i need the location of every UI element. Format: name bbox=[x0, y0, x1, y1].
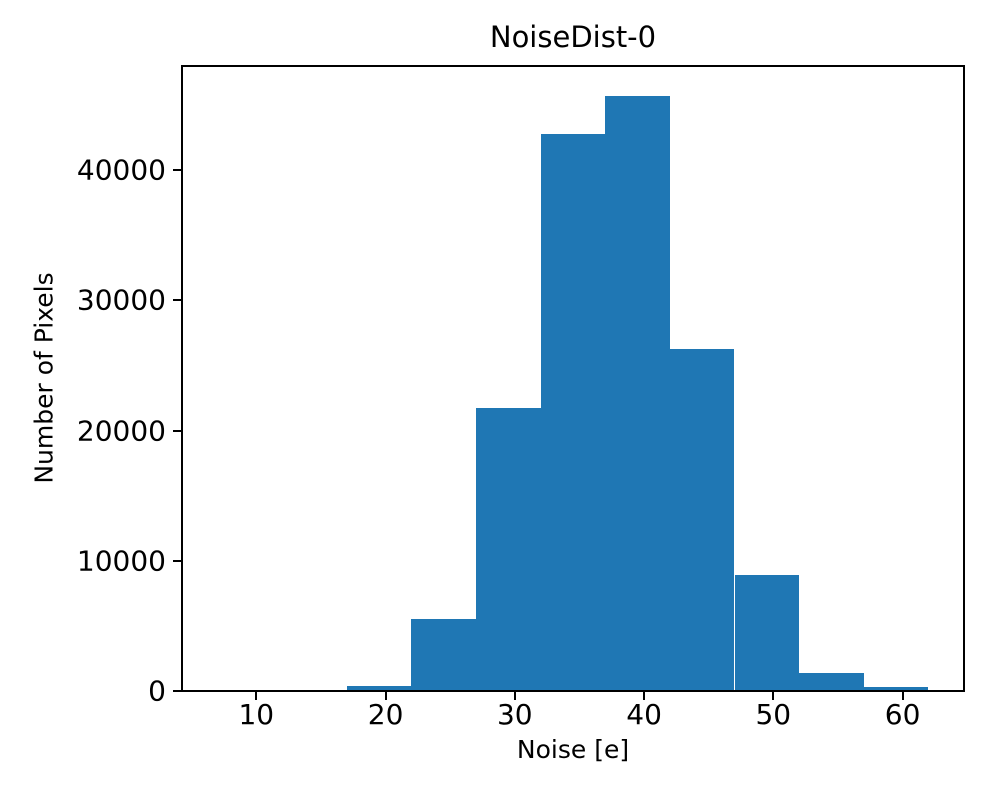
histogram-bar bbox=[799, 672, 864, 691]
y-axis-tick-mark bbox=[173, 559, 182, 562]
x-axis-tick-mark bbox=[513, 691, 516, 700]
y-axis-tick-mark bbox=[173, 429, 182, 432]
x-axis-tick-label: 10 bbox=[238, 698, 275, 731]
chart-title: NoiseDist-0 bbox=[489, 20, 657, 54]
histogram-bar bbox=[669, 348, 735, 691]
x-axis-label: Noise [e] bbox=[516, 735, 630, 764]
y-axis-tick-mark bbox=[173, 690, 182, 692]
x-axis-tick-mark bbox=[772, 691, 775, 700]
x-axis-tick-label: 20 bbox=[367, 698, 404, 731]
y-axis-tick-label: 10000 bbox=[76, 544, 166, 578]
x-axis-tick-mark bbox=[255, 691, 258, 700]
histogram-bar bbox=[476, 408, 541, 691]
y-axis-tick-mark bbox=[173, 299, 182, 302]
histogram-bar bbox=[411, 619, 476, 691]
y-axis-tick-label: 20000 bbox=[76, 414, 166, 448]
x-axis-tick-label: 30 bbox=[496, 698, 533, 731]
y-axis-tick-label: 40000 bbox=[76, 153, 166, 187]
x-axis-tick-mark bbox=[901, 691, 904, 700]
y-axis-tick-label: 30000 bbox=[76, 283, 166, 317]
x-axis-tick-mark bbox=[384, 691, 387, 700]
y-axis-tick-mark bbox=[173, 169, 182, 172]
histogram-bar bbox=[734, 575, 800, 691]
histogram-bar bbox=[605, 95, 670, 691]
x-axis-tick-label: 60 bbox=[884, 698, 921, 731]
histogram-bar bbox=[863, 687, 929, 691]
plot-area bbox=[182, 66, 964, 691]
x-axis-tick-mark bbox=[643, 691, 646, 700]
x-axis-tick-label: 50 bbox=[755, 698, 792, 731]
x-axis-tick-label: 40 bbox=[626, 698, 662, 731]
histogram-bar bbox=[346, 685, 412, 691]
y-axis-tick-label: 0 bbox=[148, 674, 166, 708]
histogram-bar bbox=[540, 133, 606, 691]
